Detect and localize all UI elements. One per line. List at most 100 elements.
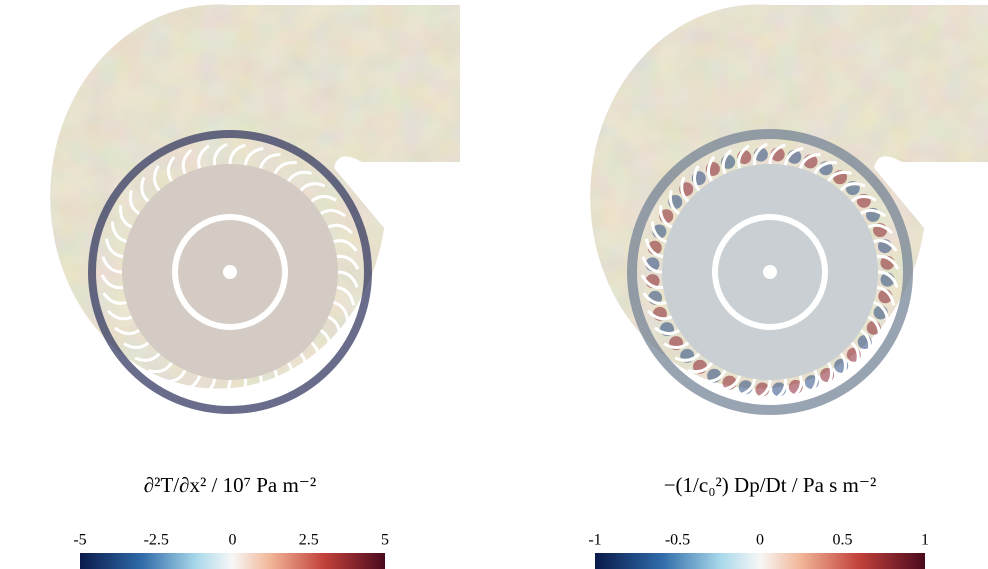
colorbar-label: ∂²T/∂x² / 10⁷ Pa m⁻² — [144, 473, 316, 497]
hub — [763, 265, 777, 279]
blade — [119, 205, 133, 229]
blade — [327, 315, 341, 339]
blade — [688, 361, 713, 374]
blade — [166, 155, 176, 182]
blade — [140, 176, 150, 203]
panel: ∂²T/∂x² / 10⁷ Pa m⁻² -5 -2.5 0 2.5 5 — [50, 4, 461, 569]
blade — [267, 369, 279, 396]
blade — [310, 341, 320, 368]
blade — [212, 142, 228, 166]
colorbar — [595, 553, 925, 569]
blade — [333, 300, 350, 323]
colorbar-tick-label: 5 — [381, 532, 389, 549]
blade — [721, 148, 733, 175]
blade — [768, 143, 786, 165]
blade — [877, 270, 899, 288]
blade — [196, 378, 217, 398]
blade — [123, 341, 150, 350]
colorbar — [80, 553, 385, 569]
panels: ∂²T/∂x² / 10⁷ Pa m⁻² -5 -2.5 0 2.5 5 −(1/c₀²) … — [50, 4, 988, 569]
blade — [106, 309, 133, 321]
blade — [250, 375, 263, 400]
colorbar-tick-label: 2.5 — [299, 532, 319, 549]
blade — [299, 182, 326, 192]
blade — [646, 309, 673, 321]
blade — [850, 341, 860, 368]
blade — [110, 221, 127, 244]
blade — [102, 292, 127, 305]
blade — [692, 165, 701, 192]
blade — [148, 361, 173, 374]
blade — [134, 352, 161, 362]
blade — [327, 223, 354, 235]
blade — [839, 352, 848, 379]
colorbar-tick-label: -1 — [588, 532, 601, 549]
colorbar-tick-label: 1 — [921, 532, 929, 549]
blade — [228, 143, 246, 165]
blade — [152, 165, 161, 192]
blade — [642, 292, 667, 305]
blade — [867, 315, 881, 339]
blade — [860, 208, 887, 218]
blade — [243, 146, 264, 166]
blade — [128, 190, 141, 215]
colorbar-tick-label: -2.5 — [144, 532, 169, 549]
blade — [310, 194, 337, 203]
blade — [104, 238, 124, 259]
blade — [653, 326, 680, 336]
blade — [319, 329, 332, 354]
impeller-band — [88, 130, 372, 414]
blade — [163, 369, 187, 383]
blade — [798, 152, 821, 169]
blade — [663, 341, 690, 350]
blade — [783, 146, 804, 166]
blade — [850, 194, 877, 203]
blade — [790, 375, 803, 400]
colorbar-label: −(1/c₀²) Dp/Dt / Pa s m⁻² — [664, 473, 877, 497]
blade — [668, 190, 681, 215]
blade — [674, 352, 701, 362]
colorbar-tick-label: 0 — [229, 532, 237, 549]
blade — [214, 379, 232, 401]
impeller-band — [627, 129, 913, 415]
blade — [333, 239, 358, 252]
blade — [737, 144, 750, 169]
colorbar-tick-label: 0 — [756, 532, 764, 549]
blade — [659, 205, 673, 229]
blade — [807, 369, 819, 396]
shroud-ring — [712, 214, 828, 330]
blade — [873, 239, 898, 252]
blade — [813, 161, 837, 175]
blade — [336, 285, 356, 306]
hub — [223, 265, 237, 279]
blade — [719, 375, 742, 392]
blade — [181, 148, 193, 175]
blade — [641, 256, 663, 274]
blade — [113, 326, 140, 336]
blade — [320, 208, 347, 218]
blade — [337, 270, 359, 288]
colorbar-tick-label: -0.5 — [665, 532, 690, 549]
blade — [299, 352, 308, 379]
blade — [867, 223, 894, 235]
blade — [258, 152, 281, 169]
blade — [752, 142, 768, 166]
blade — [839, 182, 866, 192]
blade — [680, 176, 690, 203]
blade — [859, 329, 872, 354]
blade — [876, 285, 896, 306]
blade — [650, 221, 667, 244]
blade — [287, 170, 312, 183]
blade — [736, 378, 757, 398]
blade — [824, 362, 834, 389]
blade — [754, 379, 772, 401]
shroud-ring — [172, 214, 288, 330]
colorbar-tick-label: 0.5 — [833, 532, 853, 549]
blade — [772, 378, 788, 402]
blade — [336, 254, 360, 270]
colorbar-tick-label: -5 — [73, 532, 86, 549]
blade — [197, 144, 210, 169]
blade — [706, 155, 716, 182]
blade — [100, 274, 124, 290]
